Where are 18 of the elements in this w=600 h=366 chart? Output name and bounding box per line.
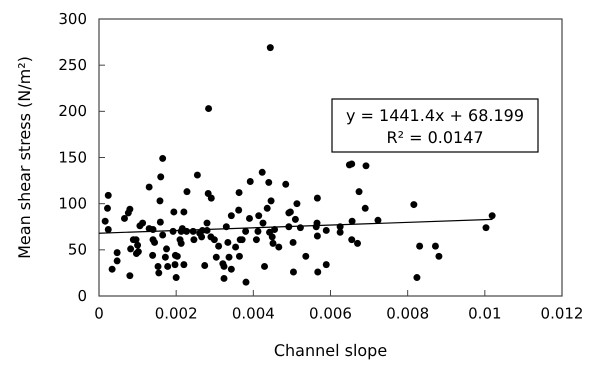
x-tick-label: 0.01: [468, 304, 502, 323]
x-tick-label: 0.008: [386, 304, 430, 323]
x-tick-label: 0.012: [540, 304, 584, 323]
annotation: R² = 0.0147: [386, 128, 484, 147]
y-tick-label: 50: [68, 240, 87, 259]
y-tick-label: 200: [58, 102, 87, 120]
annotation: y = 1441.4x + 68.199: [346, 106, 524, 125]
y-tick-label: 0: [77, 286, 87, 305]
x-tick-label: 0.004: [232, 304, 275, 323]
x-tick-label: 0: [94, 304, 104, 323]
y-tick-label: 250: [58, 56, 87, 74]
y-tick-label: 100: [58, 194, 87, 212]
y-axis-title: Mean shear stress (N/m²): [15, 56, 34, 259]
x-axis-title: Channel slope: [274, 341, 388, 360]
x-tick-label: 0.006: [309, 304, 352, 323]
x-tick-label: 0.002: [154, 304, 198, 323]
y-tick-label: 300: [58, 10, 87, 28]
y-tick-label: 150: [58, 148, 87, 166]
